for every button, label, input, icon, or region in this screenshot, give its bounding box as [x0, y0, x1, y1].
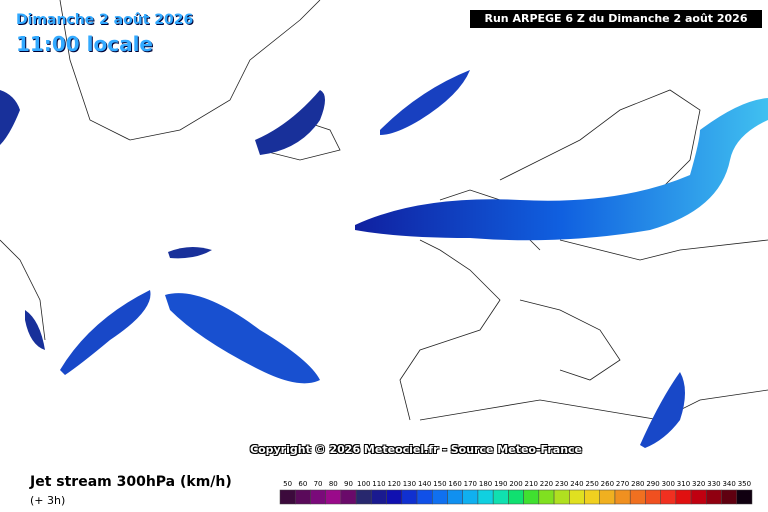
color-swatch — [538, 489, 555, 505]
color-swatch — [325, 489, 342, 505]
color-swatch — [279, 489, 296, 505]
color-swatch — [584, 489, 600, 505]
step-label: (+ 3h) — [30, 494, 66, 507]
level-label: 90 — [344, 480, 353, 488]
color-swatch — [432, 489, 448, 505]
color-swatch — [401, 489, 418, 505]
level-label: 290 — [646, 480, 659, 488]
level-label: 210 — [525, 480, 538, 488]
level-label: 130 — [403, 480, 416, 488]
color-swatch — [599, 489, 616, 505]
color-swatch — [340, 489, 357, 505]
color-swatch — [447, 489, 463, 505]
color-swatch — [310, 489, 326, 505]
level-label: 280 — [631, 480, 644, 488]
level-label: 320 — [692, 480, 705, 488]
level-label: 330 — [707, 480, 720, 488]
color-swatch — [355, 489, 372, 505]
color-swatch — [569, 489, 585, 505]
color-swatch — [706, 489, 722, 505]
color-swatch — [386, 489, 403, 505]
color-swatch — [675, 489, 692, 505]
level-label: 350 — [738, 480, 751, 488]
color-swatch — [416, 489, 433, 505]
color-swatch — [629, 489, 646, 505]
coastlines — [0, 0, 768, 421]
level-label: 50 — [283, 480, 292, 488]
level-label: 150 — [433, 480, 446, 488]
level-label: 310 — [677, 480, 690, 488]
level-label: 250 — [585, 480, 598, 488]
level-label: 240 — [570, 480, 583, 488]
level-label: 200 — [509, 480, 522, 488]
level-label: 180 — [479, 480, 492, 488]
time-label: 11:00 locale — [16, 32, 153, 56]
level-label: 120 — [388, 480, 401, 488]
color-swatch — [294, 489, 311, 505]
level-label: 230 — [555, 480, 568, 488]
level-label: 170 — [464, 480, 477, 488]
level-label: 140 — [418, 480, 431, 488]
level-label: 190 — [494, 480, 507, 488]
copyright: Copyright © 2026 Meteociel.fr - Source M… — [250, 443, 583, 456]
color-swatch — [645, 489, 661, 505]
date-label: Dimanche 2 août 2026 — [16, 12, 194, 28]
level-label: 100 — [357, 480, 370, 488]
color-swatch — [690, 489, 707, 505]
level-label: 270 — [616, 480, 629, 488]
color-swatch — [492, 489, 509, 505]
level-label: 80 — [329, 480, 338, 488]
color-swatch — [614, 489, 631, 505]
run-label: Run ARPEGE 6 Z du Dimanche 2 août 2026 — [470, 10, 762, 28]
color-swatch — [553, 489, 570, 505]
color-swatch — [477, 489, 494, 505]
color-swatch — [660, 489, 677, 505]
level-label: 260 — [601, 480, 614, 488]
level-label: 60 — [298, 480, 307, 488]
level-label: 340 — [722, 480, 735, 488]
color-swatch — [462, 489, 479, 505]
jet-areas — [0, 70, 768, 448]
level-label: 220 — [540, 480, 553, 488]
level-label: 300 — [662, 480, 675, 488]
level-label: 110 — [372, 480, 385, 488]
parameter-label: Jet stream 300hPa (km/h) — [30, 474, 232, 490]
level-label: 70 — [314, 480, 323, 488]
color-swatch — [508, 489, 524, 505]
color-swatch — [736, 489, 753, 505]
level-label: 160 — [448, 480, 461, 488]
color-swatch — [523, 489, 540, 505]
color-swatch — [371, 489, 387, 505]
colorbar: 50 60 70 80 90 100 110 120 130 140 150 160 170 180 190… — [279, 480, 753, 505]
color-swatch — [721, 489, 738, 505]
